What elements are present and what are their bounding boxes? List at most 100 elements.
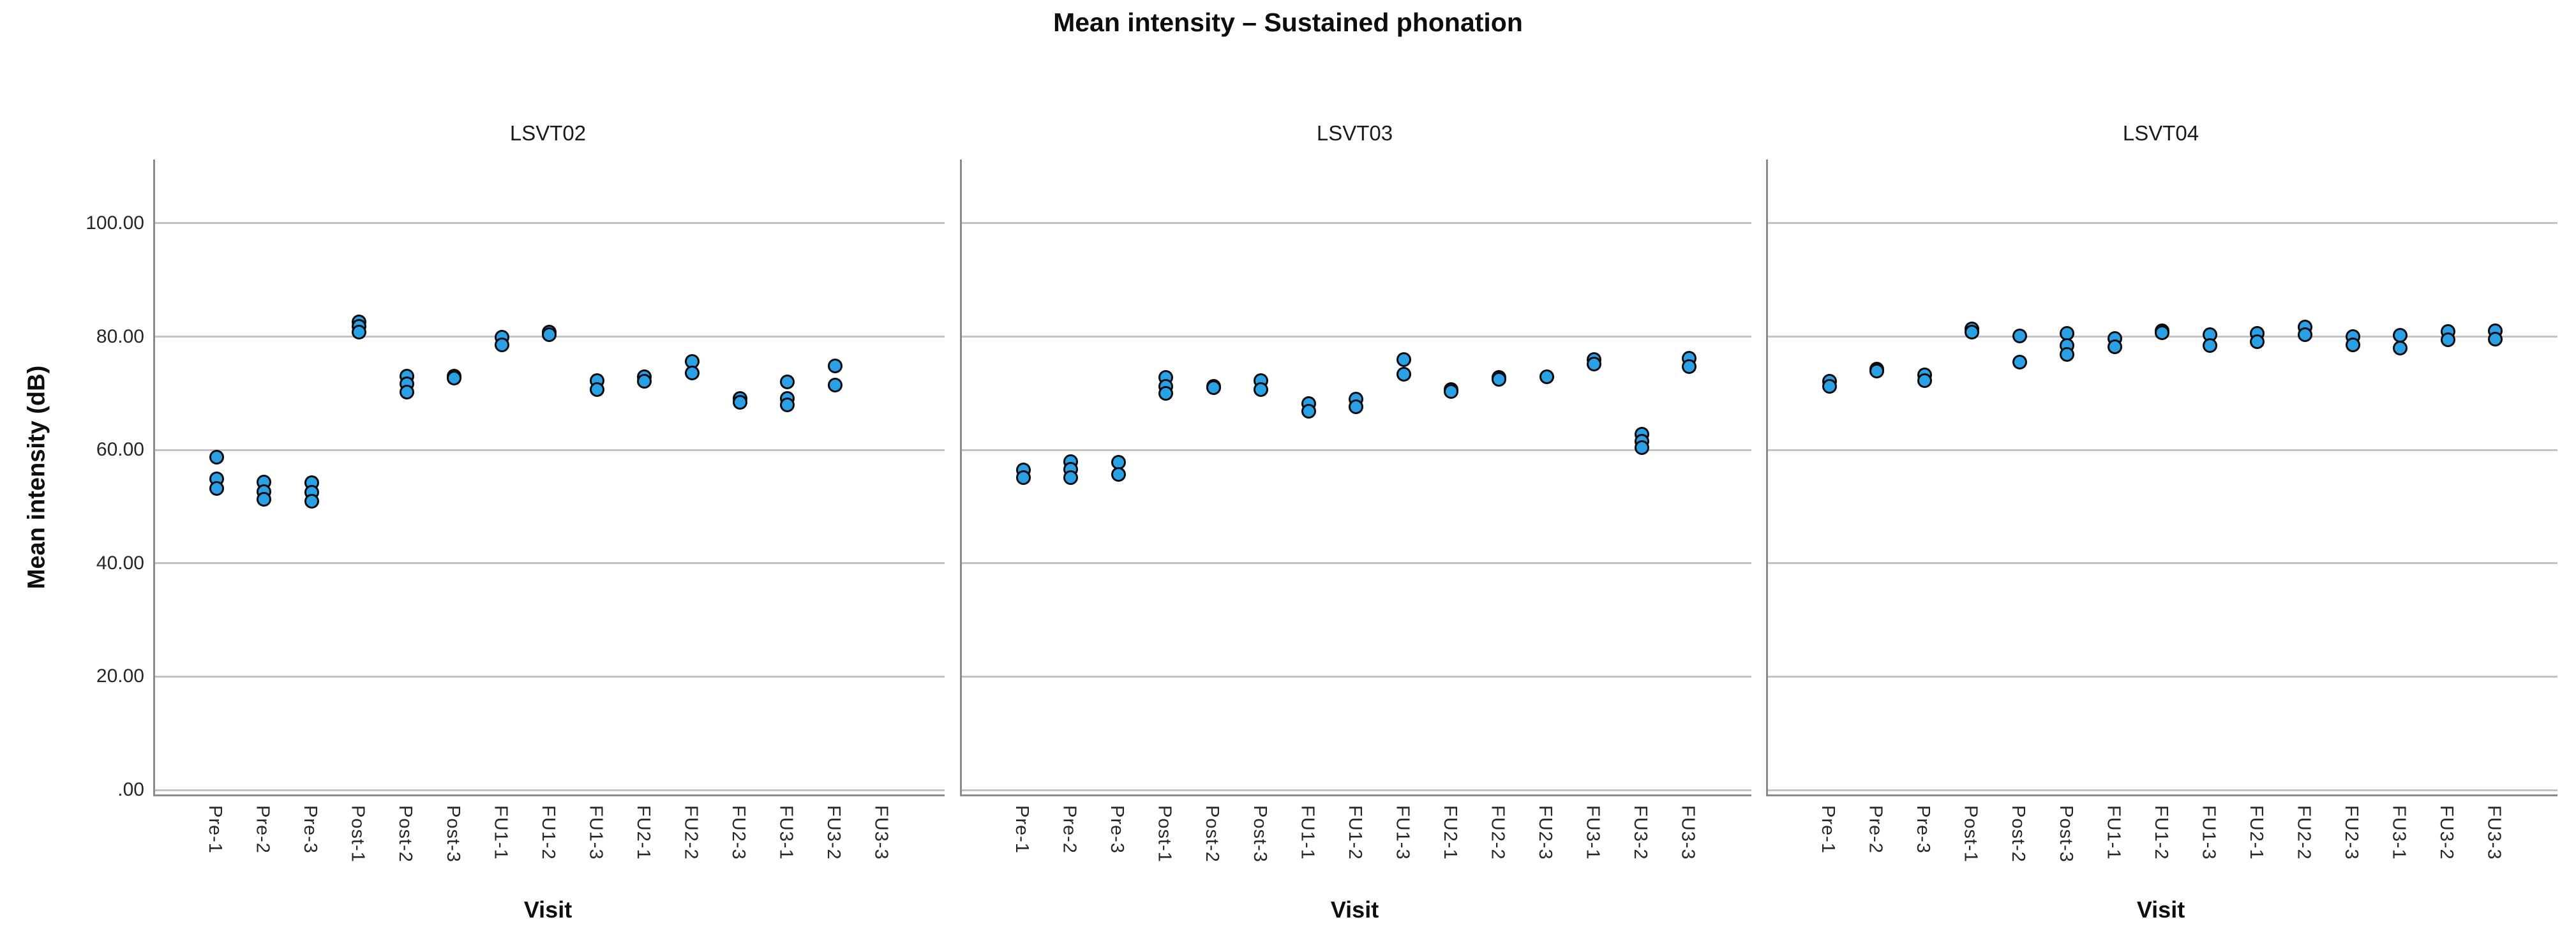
x-tick-label-Post-3: Post-3 bbox=[2055, 805, 2076, 863]
facet-panel-lsvt02: LSVT02 Pre-1 Pre-2 Pre-3 Post-1 Post-2 Post-3… bbox=[153, 121, 945, 923]
data-point bbox=[780, 374, 795, 389]
data-point bbox=[2202, 338, 2217, 353]
x-tick-label-FU3-2: FU3-2 bbox=[2436, 805, 2457, 860]
x-tick-label-FU1-2: FU1-2 bbox=[1344, 805, 1365, 860]
data-point bbox=[1634, 440, 1649, 455]
gridline-0 bbox=[155, 789, 945, 791]
data-point bbox=[1015, 470, 1031, 485]
y-axis-tick-labels: 100.00 80.00 60.00 40.00 20.00 .00 bbox=[0, 0, 144, 945]
data-point bbox=[494, 337, 509, 352]
facet-panel-lsvt04: LSVT04 Pre-1 Pre-2 Pre-3 Post-1 Post-2 Post-3… bbox=[1766, 121, 2557, 923]
y-tick-label-0: .00 bbox=[117, 779, 144, 801]
plot-area bbox=[960, 160, 1751, 796]
data-point bbox=[685, 366, 700, 381]
x-tick-label-FU1-3: FU1-3 bbox=[2198, 805, 2219, 860]
data-point bbox=[447, 371, 462, 386]
data-point bbox=[399, 384, 414, 399]
x-tick-label-FU3-1: FU3-1 bbox=[2388, 805, 2409, 860]
x-tick-label-FU3-1: FU3-1 bbox=[775, 805, 797, 860]
x-tick-label-FU1-2: FU1-2 bbox=[2150, 805, 2171, 860]
data-point bbox=[637, 373, 652, 389]
x-tick-label-FU1-1: FU1-1 bbox=[2103, 805, 2124, 860]
x-tick-label-FU2-1: FU2-1 bbox=[633, 805, 654, 860]
x-tick-label-Post-1: Post-1 bbox=[347, 805, 368, 863]
x-axis-title: Visit bbox=[1330, 897, 1379, 923]
gridline-0 bbox=[1768, 789, 2557, 791]
x-axis-title: Visit bbox=[2136, 897, 2185, 923]
data-point bbox=[304, 494, 319, 509]
gridline-40 bbox=[155, 562, 945, 565]
x-tick-label-FU3-3: FU3-3 bbox=[871, 805, 892, 860]
data-point bbox=[2060, 347, 2075, 362]
x-tick-label-FU2-3: FU2-3 bbox=[2341, 805, 2362, 860]
data-point bbox=[827, 358, 842, 373]
panel-title: LSVT03 bbox=[1316, 121, 1393, 145]
gridline-60 bbox=[155, 449, 945, 451]
gridline-20 bbox=[1768, 675, 2557, 678]
x-tick-label-FU3-3: FU3-3 bbox=[2483, 805, 2505, 860]
plot-area bbox=[1766, 160, 2557, 796]
x-tick-label-Pre-3: Pre-3 bbox=[300, 805, 321, 854]
data-point bbox=[1301, 403, 1316, 419]
data-point bbox=[1869, 363, 1885, 378]
x-tick-label-FU1-1: FU1-1 bbox=[1297, 805, 1318, 860]
data-point bbox=[1917, 373, 1932, 388]
data-point bbox=[2012, 354, 2027, 369]
data-point bbox=[209, 449, 224, 465]
data-point bbox=[2393, 341, 2408, 356]
x-tick-label-FU2-2: FU2-2 bbox=[1487, 805, 1508, 860]
data-point bbox=[2488, 332, 2503, 347]
data-point bbox=[1444, 383, 1459, 399]
x-tick-label-Pre-2: Pre-2 bbox=[252, 805, 273, 854]
x-tick-label-Post-1: Post-1 bbox=[1154, 805, 1175, 863]
facet-panel-lsvt03: LSVT03 Pre-1 Pre-2 Pre-3 Post-1 Post-2 Post-3… bbox=[960, 121, 1751, 923]
x-tick-label-FU2-2: FU2-2 bbox=[2293, 805, 2314, 860]
x-tick-label-Pre-3: Pre-3 bbox=[1913, 805, 1934, 854]
data-point bbox=[1254, 382, 1269, 398]
data-point bbox=[780, 398, 795, 413]
gridline-80 bbox=[962, 336, 1751, 338]
x-tick-label-FU3-3: FU3-3 bbox=[1677, 805, 1698, 860]
x-tick-label-FU3-1: FU3-1 bbox=[1582, 805, 1603, 860]
panel-title: LSVT04 bbox=[2122, 121, 2199, 145]
data-point bbox=[1396, 367, 1411, 382]
data-point bbox=[1539, 369, 1554, 384]
x-tick-label-FU2-3: FU2-3 bbox=[728, 805, 749, 860]
data-point bbox=[1111, 467, 1126, 482]
figure-title: Mean intensity – Sustained phonation bbox=[1053, 8, 1523, 37]
x-tick-label-Pre-1: Pre-1 bbox=[205, 805, 225, 854]
x-tick-label-Post-3: Post-3 bbox=[1249, 805, 1270, 863]
data-point bbox=[589, 382, 604, 398]
data-point bbox=[2345, 337, 2360, 352]
x-tick-label-Post-2: Post-2 bbox=[1202, 805, 1223, 863]
x-tick-label-FU1-2: FU1-2 bbox=[537, 805, 558, 860]
x-tick-label-Post-3: Post-3 bbox=[442, 805, 463, 863]
y-tick-label-40: 40.00 bbox=[96, 552, 144, 574]
data-point bbox=[257, 492, 272, 507]
x-tick-label-Pre-1: Pre-1 bbox=[1012, 805, 1032, 854]
x-tick-label-Post-2: Post-2 bbox=[395, 805, 416, 863]
panel-title: LSVT02 bbox=[509, 121, 587, 145]
gridline-40 bbox=[1768, 562, 2557, 565]
data-point bbox=[1822, 378, 1837, 394]
gridline-100 bbox=[962, 222, 1751, 225]
data-point bbox=[2440, 332, 2455, 347]
data-point bbox=[2107, 339, 2122, 354]
x-axis-title: Visit bbox=[523, 897, 573, 923]
x-tick-label-FU3-2: FU3-2 bbox=[823, 805, 844, 860]
x-tick-label-Pre-2: Pre-2 bbox=[1865, 805, 1886, 854]
x-tick-label-Post-2: Post-2 bbox=[2008, 805, 2029, 863]
y-tick-label-60: 60.00 bbox=[96, 439, 144, 461]
gridline-100 bbox=[155, 222, 945, 225]
data-point bbox=[2250, 334, 2265, 350]
x-tick-label-FU2-1: FU2-1 bbox=[1439, 805, 1460, 860]
data-point bbox=[352, 325, 367, 340]
gridline-20 bbox=[962, 675, 1751, 678]
x-tick-label-Pre-1: Pre-1 bbox=[1818, 805, 1838, 854]
data-point bbox=[732, 394, 747, 410]
y-tick-label-100: 100.00 bbox=[86, 212, 144, 234]
gridline-60 bbox=[1768, 449, 2557, 451]
x-tick-label-FU1-3: FU1-3 bbox=[585, 805, 606, 860]
x-tick-label-FU1-3: FU1-3 bbox=[1392, 805, 1413, 860]
data-point bbox=[1682, 359, 1697, 374]
